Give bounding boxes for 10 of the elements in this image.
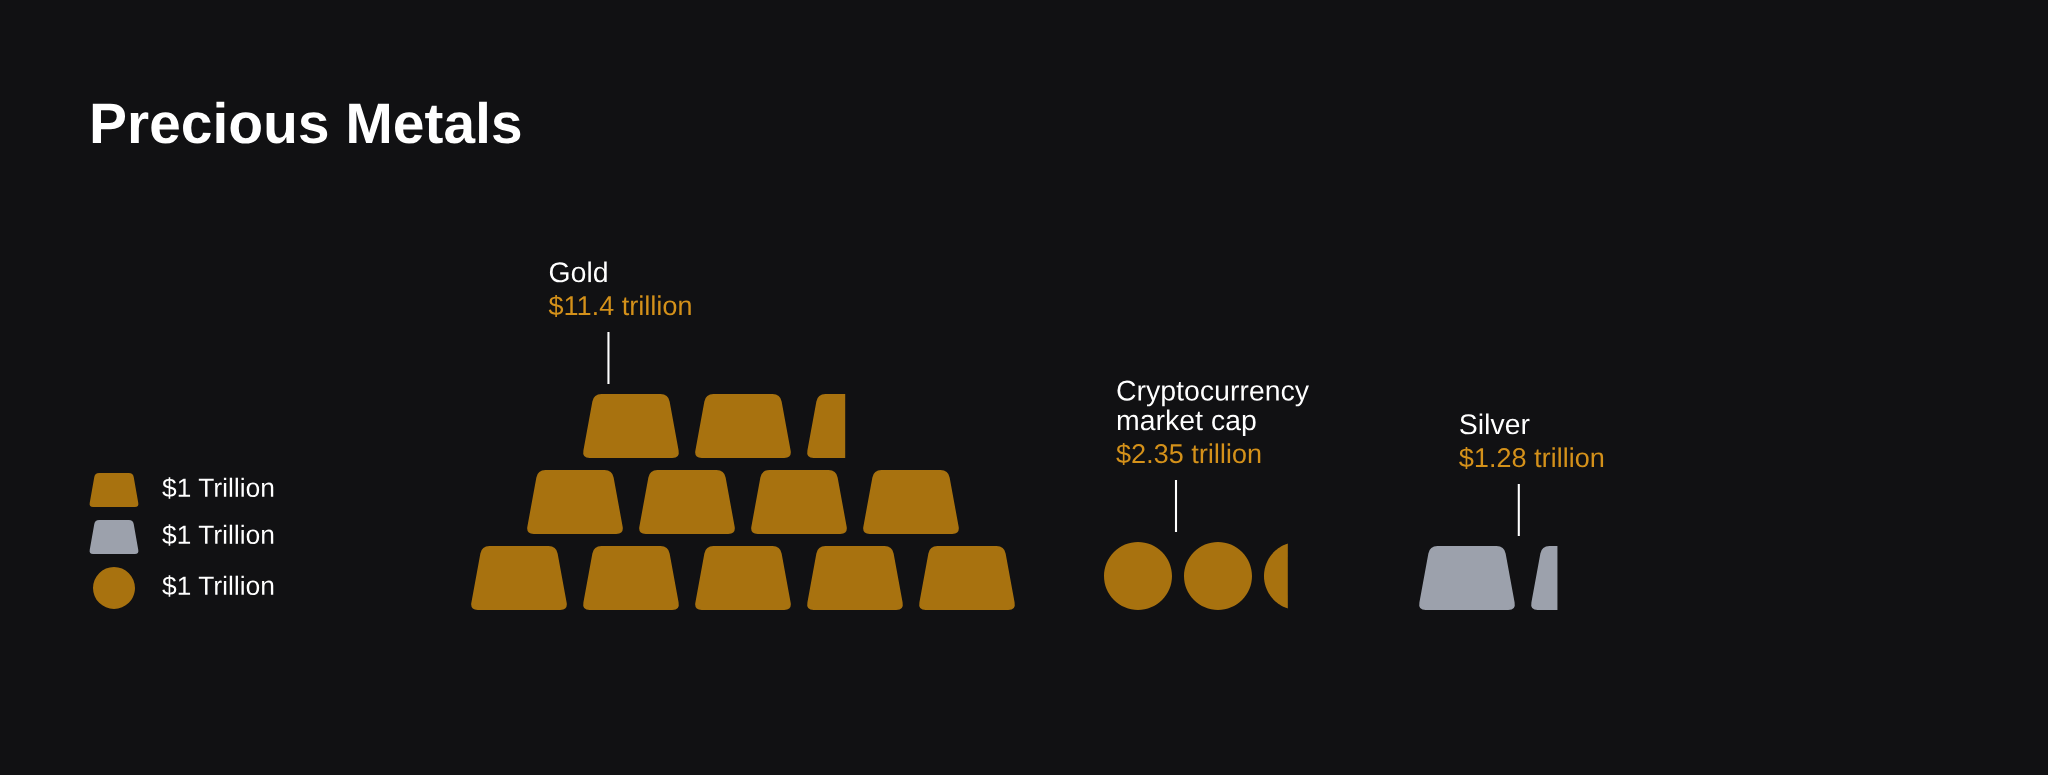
category-label: Silver: [1460, 413, 1530, 435]
legend-label: $1 Trillion: [162, 524, 274, 546]
data-label: $11.4 trillion: [548, 294, 691, 317]
data-label: $1.28 trillion: [1459, 446, 1604, 469]
legend-label: $1 Trillion: [162, 575, 274, 597]
data-label: $2.35 trillion: [1116, 442, 1261, 465]
category-label: Gold: [549, 261, 607, 283]
text: Precious Metals: [92, 101, 521, 144]
category-label: Cryptocurrency market cap: [1117, 380, 1309, 436]
legend-label: $1 Trillion: [162, 477, 274, 499]
